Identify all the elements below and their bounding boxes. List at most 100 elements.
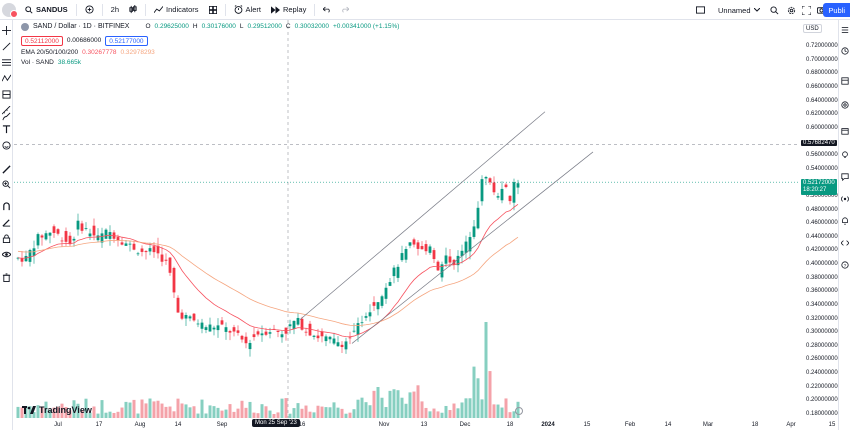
- hide-tool[interactable]: [1, 249, 12, 260]
- indicators-button[interactable]: Indicators: [149, 0, 204, 20]
- high-label: H: [192, 23, 198, 30]
- svg-text:?: ?: [844, 263, 847, 269]
- volume-bar: [228, 404, 232, 418]
- volume-bar: [352, 409, 356, 418]
- ohlc-row: SAND / Dollar · 1D · BITFINEX O 0.2962500…: [21, 22, 399, 32]
- symbol-title[interactable]: SAND / Dollar · 1D · BITFINEX: [33, 23, 130, 30]
- candle-body: [200, 322, 204, 329]
- candle-body: [208, 324, 212, 332]
- price-chart[interactable]: [14, 20, 800, 418]
- emoji-tool[interactable]: [1, 140, 12, 151]
- time-label: 17: [95, 422, 103, 428]
- candle-body: [496, 196, 500, 198]
- quick-search-button[interactable]: [765, 0, 784, 20]
- chart-type-button[interactable]: [124, 0, 142, 20]
- measure-tool[interactable]: [1, 105, 12, 116]
- candle-body: [40, 235, 44, 238]
- alerts-panel-button[interactable]: [840, 46, 850, 56]
- ideas-button[interactable]: [840, 150, 850, 160]
- replay-button[interactable]: Replay: [266, 0, 311, 20]
- candle-body: [264, 331, 268, 335]
- forecast-tool[interactable]: [1, 89, 12, 100]
- redo-button[interactable]: [336, 0, 354, 20]
- streams-button[interactable]: [840, 194, 850, 204]
- delete-tool[interactable]: [1, 272, 12, 283]
- lock-tool[interactable]: [1, 233, 12, 244]
- candle-body: [368, 312, 372, 317]
- brush-icon: [2, 112, 11, 121]
- trendline-tool[interactable]: [1, 41, 12, 52]
- ema-row: EMA 20/50/100/200 0.30267778 0.32978293: [21, 48, 399, 58]
- candle-body: [472, 226, 476, 237]
- ruler-tool[interactable]: [1, 164, 12, 175]
- ema-slow-line: [17, 236, 519, 326]
- candle-body: [456, 255, 460, 266]
- symbol-logo-icon: [21, 23, 29, 31]
- buy-price-button[interactable]: 0.52177000: [105, 35, 148, 46]
- ema-fast-line: [17, 204, 519, 338]
- templates-button[interactable]: [204, 0, 222, 20]
- magnet-tool[interactable]: [1, 201, 12, 212]
- chat-button[interactable]: [840, 172, 850, 182]
- volume-bar: [408, 392, 412, 418]
- compare-button[interactable]: [80, 0, 99, 20]
- stay-drawing-tool[interactable]: [1, 217, 12, 228]
- help-button[interactable]: ?: [840, 260, 850, 270]
- watchlist-button[interactable]: [840, 25, 850, 35]
- alert-button[interactable]: Alert: [229, 0, 266, 20]
- volume-bar: [216, 407, 220, 418]
- go-to-realtime-button[interactable]: [515, 407, 523, 415]
- hotlist-button[interactable]: [840, 100, 850, 110]
- symbol-search-button[interactable]: SANDUS: [20, 0, 73, 20]
- ema-label[interactable]: EMA 20/50/100/200: [21, 49, 79, 56]
- candle-body: [516, 183, 520, 188]
- candle-body: [128, 243, 132, 245]
- candle-body: [420, 246, 424, 250]
- tradingview-logo[interactable]: TradingView: [22, 405, 92, 415]
- currency-button[interactable]: USD: [803, 24, 822, 33]
- crosshair-tool[interactable]: [1, 25, 12, 36]
- text-tool[interactable]: [1, 124, 12, 135]
- trade-row: 0.52112000 0.00686000 0.52177000: [21, 35, 399, 46]
- volume-bar: [276, 412, 280, 418]
- time-label: Sep: [216, 422, 228, 428]
- volume-bar: [360, 397, 364, 418]
- settings-button[interactable]: [784, 0, 799, 20]
- undo-button[interactable]: [318, 0, 336, 20]
- volume-bar: [44, 401, 48, 418]
- data-window-button[interactable]: [840, 76, 850, 86]
- candle-body: [240, 335, 244, 340]
- volume-bar: [328, 407, 332, 418]
- price-label: 0.70000000: [806, 56, 838, 63]
- pattern-tool[interactable]: [1, 73, 12, 84]
- sell-price-button[interactable]: 0.52112000: [21, 35, 63, 46]
- layout-name-button[interactable]: Unnamed: [713, 0, 765, 20]
- volume-bar: [292, 408, 296, 418]
- volume-bar: [324, 407, 328, 418]
- volume-bar: [32, 412, 36, 418]
- volume-bar: [188, 407, 192, 418]
- brush-tool[interactable]: [1, 111, 12, 122]
- fullscreen-button[interactable]: [799, 0, 814, 20]
- price-label: 0.24000000: [806, 370, 838, 377]
- crosshair-price-tag: 0.57682470: [801, 140, 837, 146]
- indicators-label: Indicators: [166, 5, 199, 14]
- channel-upper-line: [299, 111, 546, 320]
- volume-bar: [148, 398, 152, 418]
- calendar-button[interactable]: [840, 126, 850, 136]
- volume-bar: [448, 410, 452, 418]
- volume-label[interactable]: Vol · SAND: [21, 59, 54, 66]
- volume-bar: [404, 403, 408, 418]
- user-avatar[interactable]: [2, 2, 18, 18]
- publish-button[interactable]: Publi: [823, 3, 850, 17]
- volume-bar: [60, 403, 64, 418]
- interval-button[interactable]: 2h: [106, 0, 124, 20]
- fib-tool[interactable]: [1, 57, 12, 68]
- volume-bar: [104, 412, 108, 418]
- candle-body: [440, 264, 444, 278]
- pine-editor-button[interactable]: [840, 238, 850, 248]
- volume-row: Vol · SAND 38.665k: [21, 58, 399, 68]
- notifications-button[interactable]: [840, 216, 850, 226]
- candle-body: [132, 243, 136, 250]
- zoom-tool[interactable]: [1, 179, 12, 190]
